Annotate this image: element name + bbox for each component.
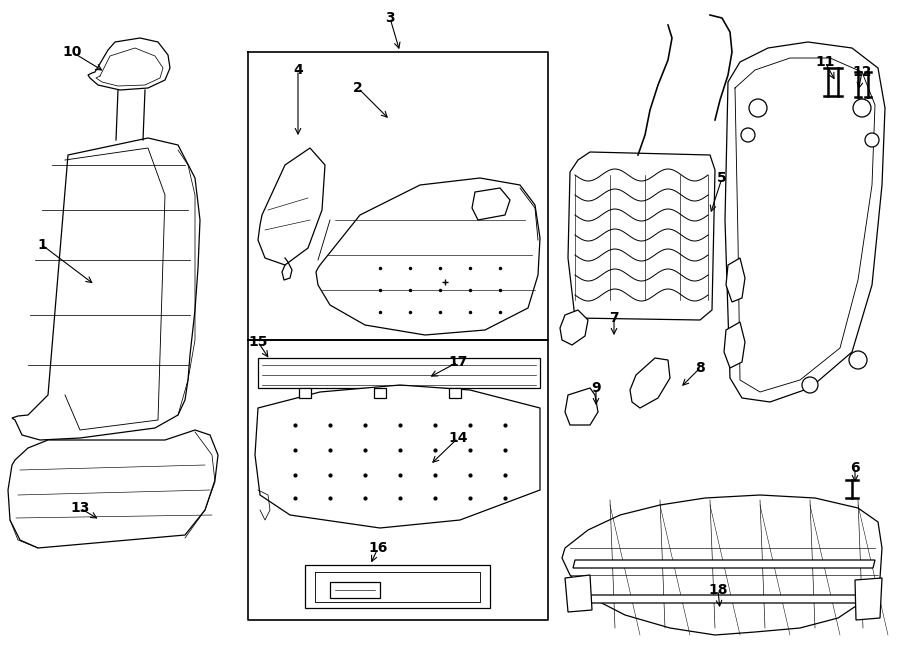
Circle shape xyxy=(853,99,871,117)
Text: 3: 3 xyxy=(385,11,395,25)
Polygon shape xyxy=(565,575,592,612)
Text: 15: 15 xyxy=(248,335,268,349)
Text: 6: 6 xyxy=(850,461,860,475)
Polygon shape xyxy=(565,388,598,425)
Polygon shape xyxy=(726,258,745,302)
Circle shape xyxy=(865,133,879,147)
Circle shape xyxy=(802,377,818,393)
Circle shape xyxy=(849,351,867,369)
Polygon shape xyxy=(725,42,885,402)
Text: 1: 1 xyxy=(37,238,47,252)
Text: 8: 8 xyxy=(695,361,705,375)
Polygon shape xyxy=(855,578,882,620)
Text: 12: 12 xyxy=(852,65,872,79)
Polygon shape xyxy=(374,388,386,398)
Polygon shape xyxy=(258,148,325,265)
Text: 7: 7 xyxy=(609,311,619,325)
Circle shape xyxy=(741,128,755,142)
Polygon shape xyxy=(573,595,875,603)
Text: 18: 18 xyxy=(708,583,728,597)
Polygon shape xyxy=(330,582,380,598)
Polygon shape xyxy=(88,38,170,90)
Polygon shape xyxy=(560,310,588,345)
Text: 5: 5 xyxy=(717,171,727,185)
Text: 11: 11 xyxy=(815,55,835,69)
Polygon shape xyxy=(449,388,461,398)
Text: 14: 14 xyxy=(448,431,468,445)
Polygon shape xyxy=(316,178,540,335)
Text: 10: 10 xyxy=(62,45,82,59)
Text: 4: 4 xyxy=(293,63,303,77)
Polygon shape xyxy=(472,188,510,220)
Polygon shape xyxy=(299,388,311,398)
Text: 9: 9 xyxy=(591,381,601,395)
Polygon shape xyxy=(305,565,490,608)
Text: 17: 17 xyxy=(448,355,468,369)
Polygon shape xyxy=(258,358,540,388)
Polygon shape xyxy=(562,495,882,635)
Polygon shape xyxy=(630,358,670,408)
Polygon shape xyxy=(8,430,218,548)
Polygon shape xyxy=(568,152,715,320)
Polygon shape xyxy=(573,560,875,568)
Polygon shape xyxy=(255,385,540,528)
Text: 13: 13 xyxy=(70,501,90,515)
Circle shape xyxy=(749,99,767,117)
Text: 16: 16 xyxy=(368,541,388,555)
Polygon shape xyxy=(724,322,745,368)
Text: 2: 2 xyxy=(353,81,363,95)
Polygon shape xyxy=(12,138,200,440)
